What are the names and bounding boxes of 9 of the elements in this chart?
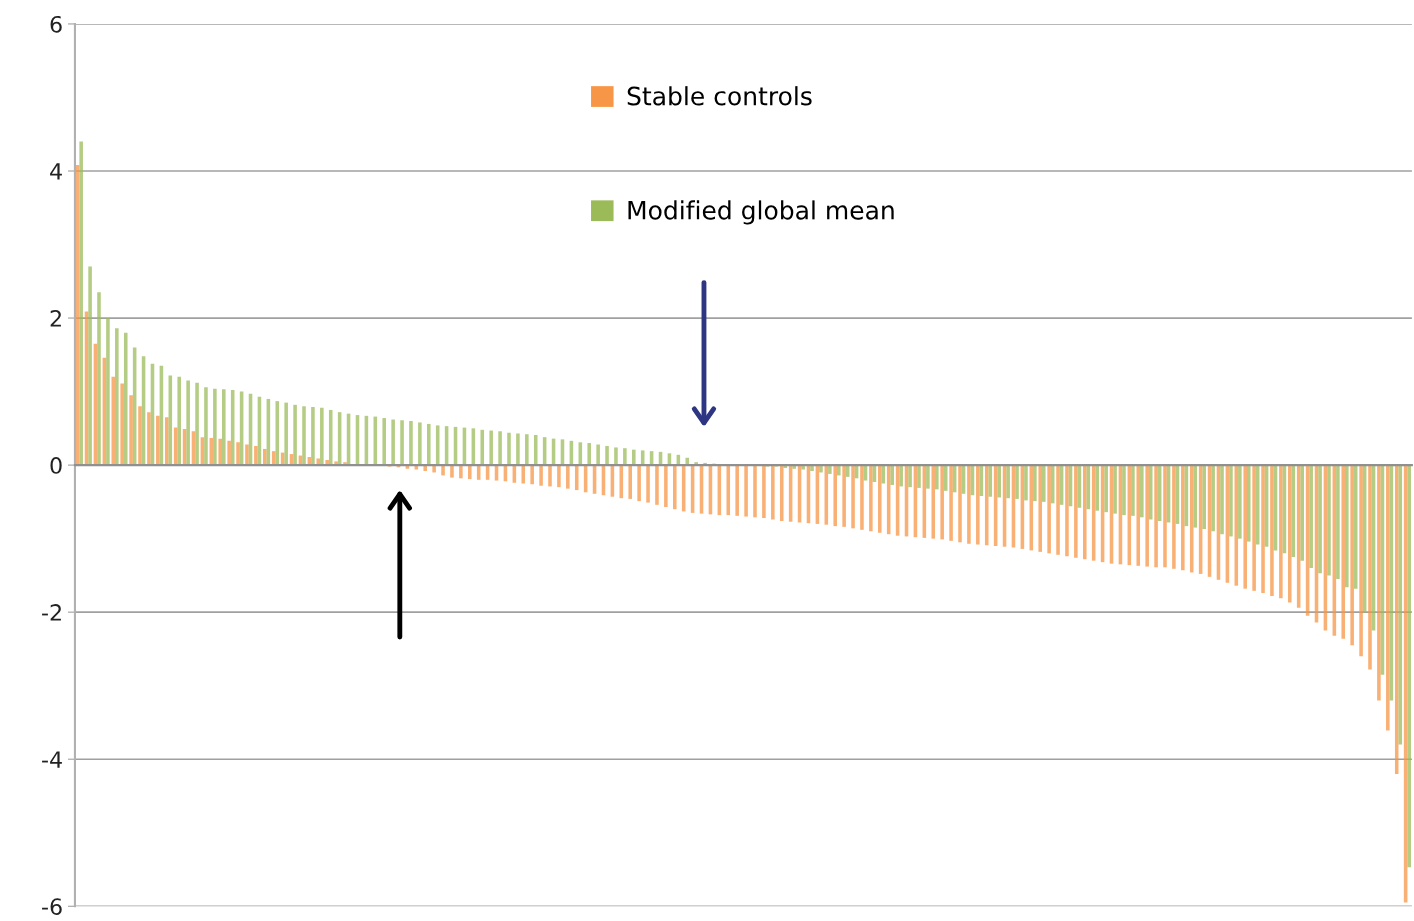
- y-tick-label: -2: [42, 604, 61, 621]
- y-tick-label: -6: [42, 898, 62, 916]
- y-tick-label: 0: [50, 457, 62, 474]
- y-tick-label: 6: [50, 15, 62, 33]
- y-tick-label: -4: [42, 751, 62, 768]
- legend-label: Modified global mean: [628, 200, 894, 225]
- legend-label: Stable controls: [627, 86, 812, 106]
- y-tick-label: 2: [50, 310, 61, 327]
- y-tick-label: 4: [50, 163, 62, 180]
